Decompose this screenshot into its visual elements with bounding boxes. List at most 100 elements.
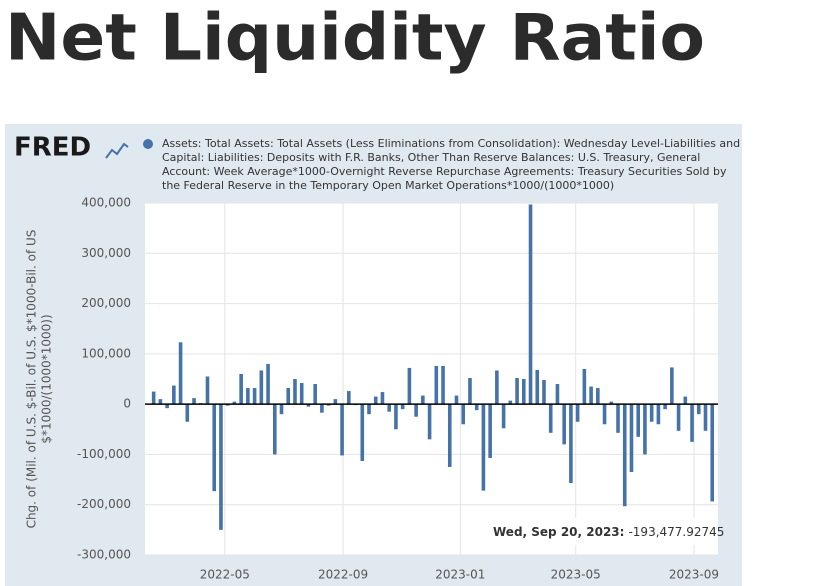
bar [663,404,667,410]
y-tick-label: 200,000 [81,296,131,310]
bar [394,404,398,430]
bar [158,399,163,405]
bar [495,370,499,405]
bar [656,404,661,425]
x-tick-label: 2023-05 [551,568,601,582]
bar [272,404,277,455]
y-tick-label: 400,000 [81,196,131,210]
bar [178,342,183,405]
bar [340,404,344,456]
page-title: Net Liquidity Ratio [5,2,705,76]
bar [407,367,412,405]
y-tick-label: -200,000 [77,497,131,511]
bar [589,386,593,405]
bar [313,384,317,405]
bar [380,392,385,405]
bar [212,404,217,492]
bar [703,404,708,431]
bar [360,404,365,461]
bar [326,404,331,406]
bar [333,399,338,405]
bar [266,363,270,405]
bar [239,373,243,405]
bar [515,377,519,405]
bar [185,404,190,422]
bar [474,404,479,411]
y-label: Chg. of (Mil. of U.S. $-Bil. of U.S. $*1… [25,230,54,529]
bar [447,404,452,467]
bar [676,404,681,431]
bar [151,391,156,405]
y-tick-label: 0 [123,397,131,411]
bar [252,388,257,405]
bar [373,396,378,405]
bar [279,404,284,415]
bar [555,384,560,405]
bar [596,388,600,405]
bar [246,388,250,405]
bar [320,404,324,413]
bar [542,380,546,405]
bar [172,385,176,405]
legend-marker [143,139,153,149]
bar [387,404,391,412]
bar [286,388,291,405]
x-tick-label: 2022-05 [200,568,250,582]
bar [616,404,620,433]
bar [205,376,210,405]
bar [629,404,634,473]
tooltip: Wed, Sep 20, 2023: -193,477.92745 [493,525,724,539]
legend-text: Assets: Total Assets: Total Assets (Less… [162,137,741,192]
tooltip-value: -193,477.92745 [628,525,724,539]
y-tick-label: 100,000 [81,346,131,360]
y-tick-label: 300,000 [81,246,131,260]
bar [414,404,418,417]
x-tick-label: 2023-09 [669,568,719,582]
x-tick-label: 2023-01 [435,568,485,582]
plot-area [145,203,718,555]
bar [454,395,459,405]
bar [165,404,169,409]
bar [696,404,701,415]
x-tick-label: 2022-09 [318,568,368,582]
bar [367,404,371,415]
bar [683,396,688,405]
bar [232,401,237,405]
bar [299,383,304,405]
bar [434,365,439,405]
bar [461,404,466,425]
bar [421,395,425,405]
logo: FRED [14,133,91,163]
bar [192,398,196,405]
bar [400,404,405,410]
bar [609,401,614,405]
tooltip-box [486,518,714,545]
bar [690,404,694,442]
bar [501,404,506,429]
bar [468,377,472,405]
bar [622,404,627,507]
y-label-line: $*1000/(1000*1000)) [40,314,54,443]
bar [427,404,432,440]
bar [649,404,654,422]
bar [670,367,674,405]
bar [602,404,607,425]
bar [528,204,533,405]
tooltip-date: Wed, Sep 20, 2023: [493,525,624,539]
bar [441,365,445,405]
bar [508,400,513,405]
bar [488,404,492,458]
bar [521,379,526,405]
y-label-line: Chg. of (Mil. of U.S. $-Bil. of U.S. $*1… [25,230,39,529]
logo-icon [105,142,129,159]
bar [575,404,580,422]
y-tick-label: -300,000 [77,548,131,562]
bar [569,404,573,484]
bar [219,404,223,530]
bar [481,404,486,491]
bar [562,404,566,445]
bar [710,404,715,502]
bar [225,404,230,406]
